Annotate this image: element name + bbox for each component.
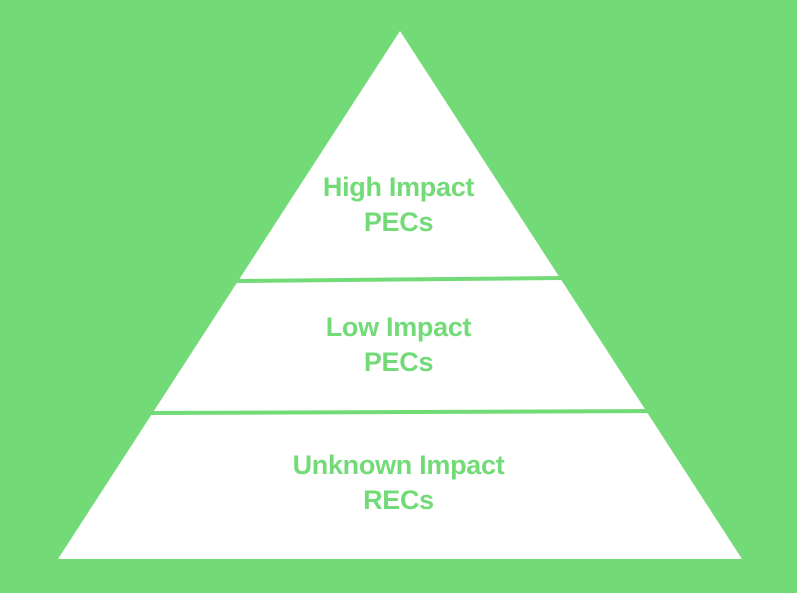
tier-divider-top bbox=[235, 276, 564, 283]
tier-label-line2: PECs bbox=[363, 347, 434, 377]
pyramid-triangle bbox=[58, 31, 742, 559]
tier-label-unknown-impact: Unknown Impact RECs bbox=[0, 448, 797, 518]
tier-label-line1: High Impact bbox=[322, 172, 475, 202]
tier-label-line1: Unknown Impact bbox=[292, 450, 505, 480]
tier-divider-bottom bbox=[149, 409, 653, 415]
tier-label-low-impact: Low Impact PECs bbox=[0, 310, 797, 380]
tier-label-line2: RECs bbox=[363, 485, 434, 515]
tier-label-high-impact: High Impact PECs bbox=[0, 170, 797, 240]
tier-label-line1: Low Impact bbox=[325, 312, 472, 342]
tier-label-line2: PECs bbox=[363, 207, 434, 237]
